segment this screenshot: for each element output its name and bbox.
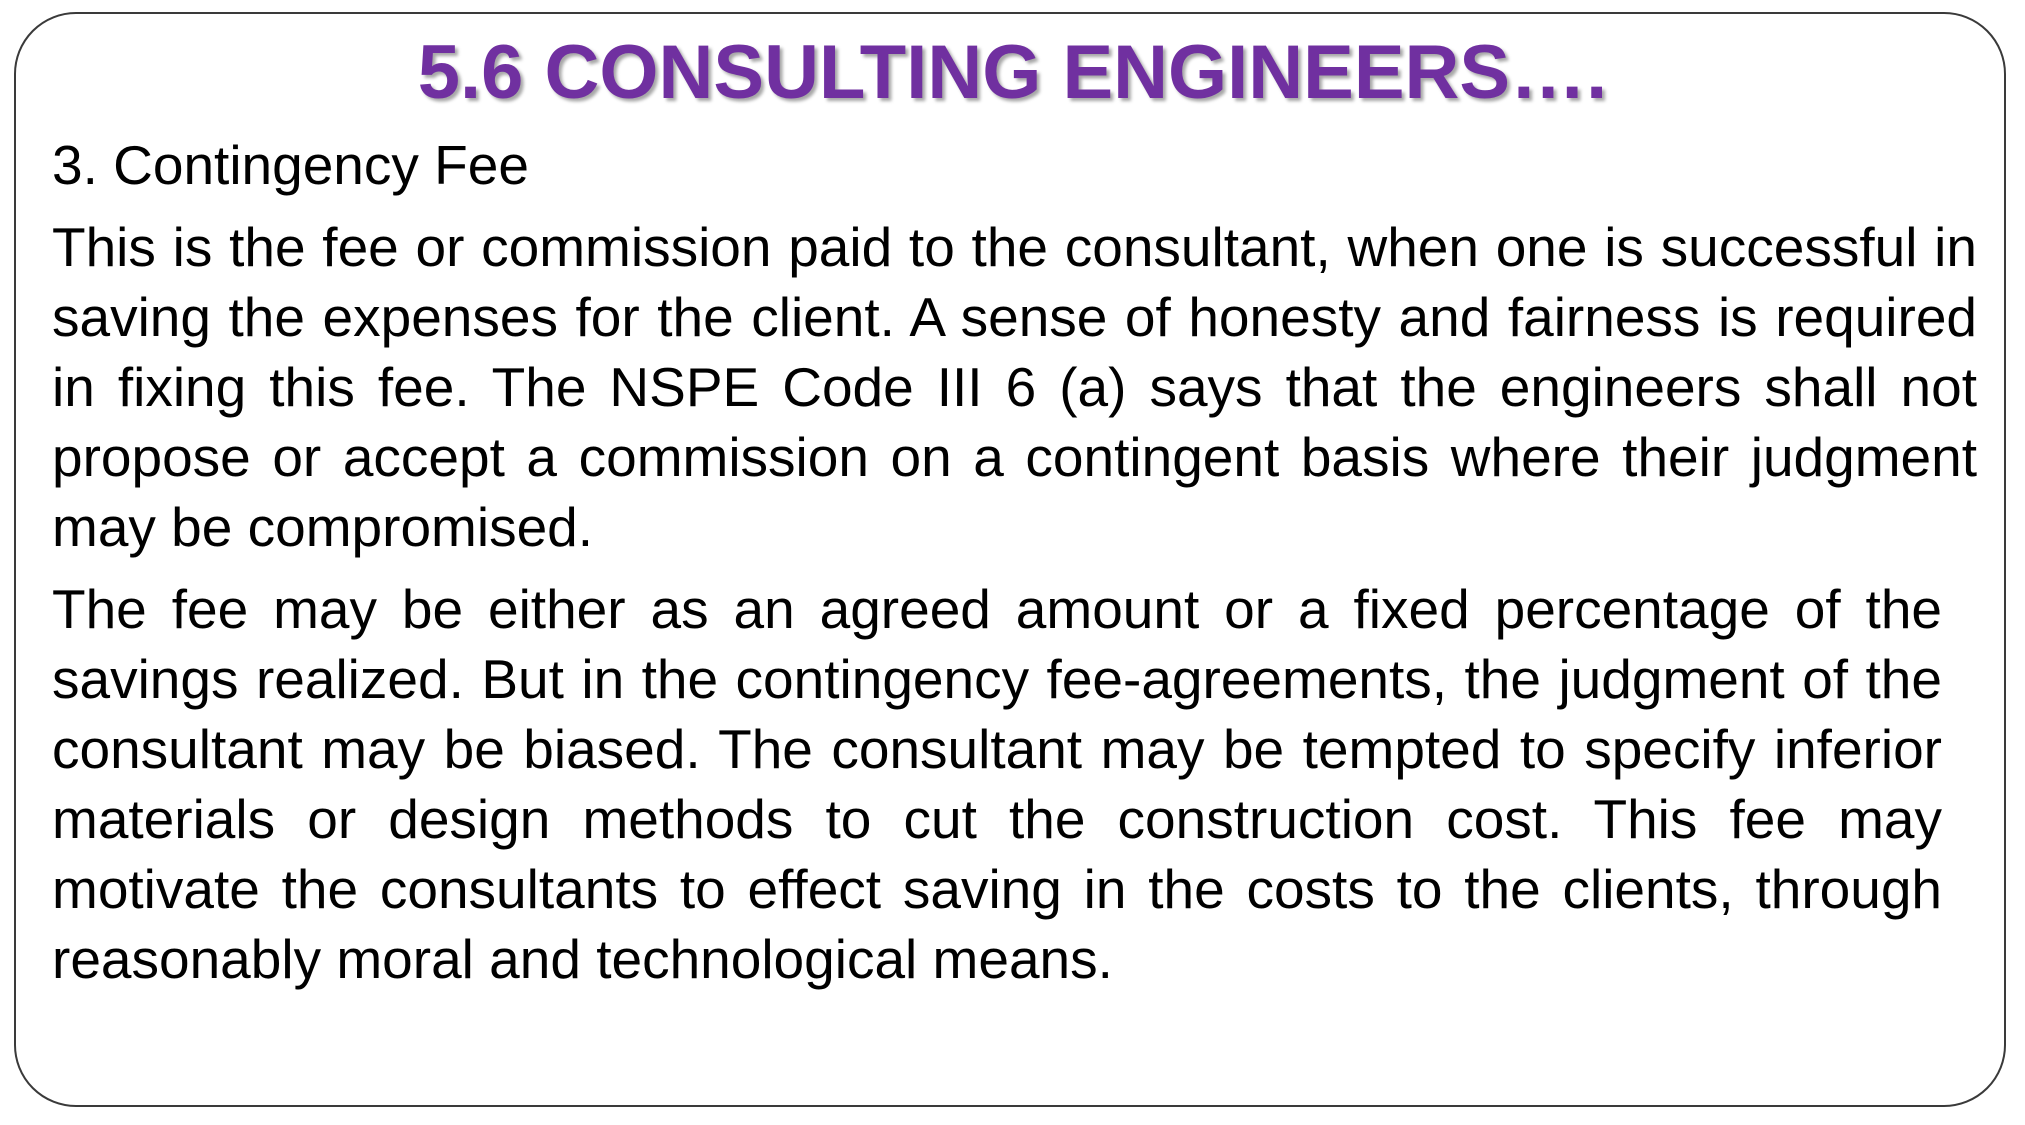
- slide-title: 5.6 CONSULTING ENGINEERS….: [417, 30, 1608, 115]
- paragraph-1: This is the fee or commission paid to th…: [52, 216, 1977, 558]
- section-subheading: 3. Contingency Fee: [52, 134, 529, 196]
- paragraph-2: The fee may be either as an agreed amoun…: [52, 578, 1942, 990]
- slide-body: 3. Contingency Fee This is the fee or co…: [52, 130, 1977, 994]
- slide-frame: [14, 12, 2006, 1107]
